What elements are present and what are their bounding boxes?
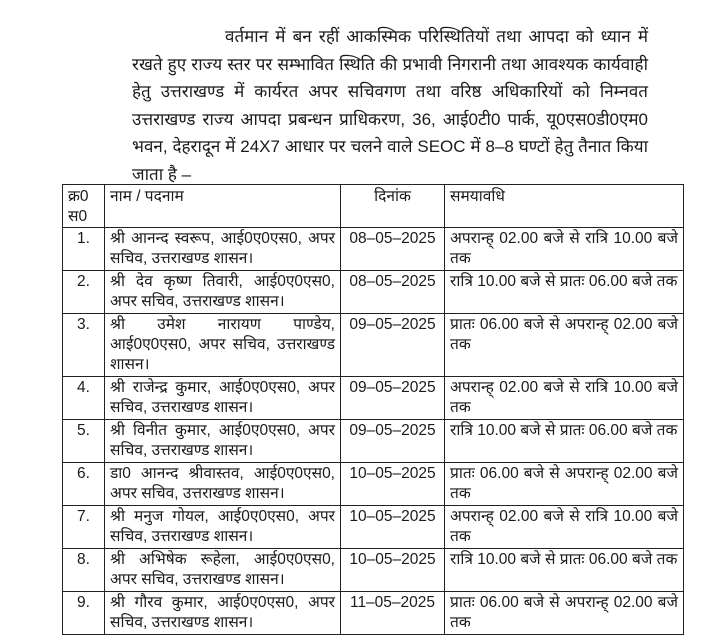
- intro-text: वर्तमान में बन रहीं आकस्मिक परिस्थितियों…: [132, 27, 648, 184]
- row-date: 09–05–2025: [340, 419, 445, 463]
- row-time: प्रातः 06.00 बजे से अपरान्ह् 02.00 बजे त…: [444, 591, 684, 635]
- row-date: 10–05–2025: [340, 548, 445, 592]
- intro-paragraph: वर्तमान में बन रहीं आकस्मिक परिस्थितियों…: [132, 23, 648, 189]
- header-name: नाम / पदनाम: [104, 184, 341, 228]
- row-date: 09–05–2025: [340, 376, 445, 420]
- table-row: 2. श्री देव कृष्ण तिवारी, आई0ए0एस0, अपर स…: [62, 270, 684, 314]
- header-time: समयावधि: [444, 184, 684, 228]
- table-row: 1. श्री आनन्द स्वरूप, आई0ए0एस0, अपर सचिव,…: [62, 227, 684, 271]
- row-time: रात्रि 10.00 बजे से प्रातः 06.00 बजे तक: [444, 270, 684, 314]
- row-serial: 1.: [62, 227, 105, 271]
- row-time: अपरान्ह् 02.00 बजे से रात्रि 10.00 बजे त…: [444, 227, 684, 271]
- row-serial: 3.: [62, 313, 105, 377]
- row-time: प्रातः 06.00 बजे से अपरान्ह् 02.00 बजे त…: [444, 313, 684, 377]
- row-name: श्री देव कृष्ण तिवारी, आई0ए0एस0, अपर सचि…: [104, 270, 341, 314]
- table-row: 5. श्री विनीत कुमार, आई0ए0एस0, अपर सचिव, …: [62, 419, 684, 463]
- table-row: 6. डा0 आनन्द श्रीवास्तव, आई0ए0एस0, अपर सच…: [62, 462, 684, 506]
- row-date: 10–05–2025: [340, 462, 445, 506]
- row-date: 11–05–2025: [340, 591, 445, 635]
- row-name: श्री उमेश नारायण पाण्डेय, आई0ए0एस0, अपर …: [104, 313, 341, 377]
- table-row: 9. श्री गौरव कुमार, आई0ए0एस0, अपर सचिव, उ…: [62, 591, 684, 635]
- row-date: 09–05–2025: [340, 313, 445, 377]
- table-row: 8. श्री अभिषेक रूहेला, आई0ए0एस0, अपर सचिव…: [62, 548, 684, 592]
- row-name: श्री गौरव कुमार, आई0ए0एस0, अपर सचिव, उत्…: [104, 591, 341, 635]
- row-serial: 2.: [62, 270, 105, 314]
- row-date: 08–05–2025: [340, 270, 445, 314]
- row-time: अपरान्ह् 02.00 बजे से रात्रि 10.00 बजे त…: [444, 505, 684, 549]
- row-serial: 8.: [62, 548, 105, 592]
- row-serial: 7.: [62, 505, 105, 549]
- header-serial: क्र0 स0: [62, 184, 105, 228]
- row-name: श्री विनीत कुमार, आई0ए0एस0, अपर सचिव, उत…: [104, 419, 341, 463]
- row-time: रात्रि 10.00 बजे से प्रातः 06.00 बजे तक: [444, 419, 684, 463]
- header-date: दिनांक: [340, 184, 445, 228]
- duty-roster-table: क्र0 स0 नाम / पदनाम दिनांक समयावधि 1. श्र…: [62, 184, 684, 635]
- row-name: श्री राजेन्द्र कुमार, आई0ए0एस0, अपर सचिव…: [104, 376, 341, 420]
- row-serial: 9.: [62, 591, 105, 635]
- table-row: 4. श्री राजेन्द्र कुमार, आई0ए0एस0, अपर सच…: [62, 376, 684, 420]
- row-date: 08–05–2025: [340, 227, 445, 271]
- row-time: प्रातः 06.00 बजे से अपरान्ह् 02.00 बजे त…: [444, 462, 684, 506]
- row-time: रात्रि 10.00 बजे से प्रातः 06.00 बजे तक: [444, 548, 684, 592]
- row-serial: 6.: [62, 462, 105, 506]
- row-name: डा0 आनन्द श्रीवास्तव, आई0ए0एस0, अपर सचिव…: [104, 462, 341, 506]
- row-name: श्री मनुज गोयल, आई0ए0एस0, अपर सचिव, उत्त…: [104, 505, 341, 549]
- row-name: श्री अभिषेक रूहेला, आई0ए0एस0, अपर सचिव, …: [104, 548, 341, 592]
- row-serial: 5.: [62, 419, 105, 463]
- row-name: श्री आनन्द स्वरूप, आई0ए0एस0, अपर सचिव, उ…: [104, 227, 341, 271]
- table-row: 7. श्री मनुज गोयल, आई0ए0एस0, अपर सचिव, उत…: [62, 505, 684, 549]
- table-header-row: क्र0 स0 नाम / पदनाम दिनांक समयावधि: [62, 184, 684, 228]
- row-date: 10–05–2025: [340, 505, 445, 549]
- table-row: 3. श्री उमेश नारायण पाण्डेय, आई0ए0एस0, अप…: [62, 313, 684, 377]
- row-serial: 4.: [62, 376, 105, 420]
- row-time: अपरान्ह् 02.00 बजे से रात्रि 10.00 बजे त…: [444, 376, 684, 420]
